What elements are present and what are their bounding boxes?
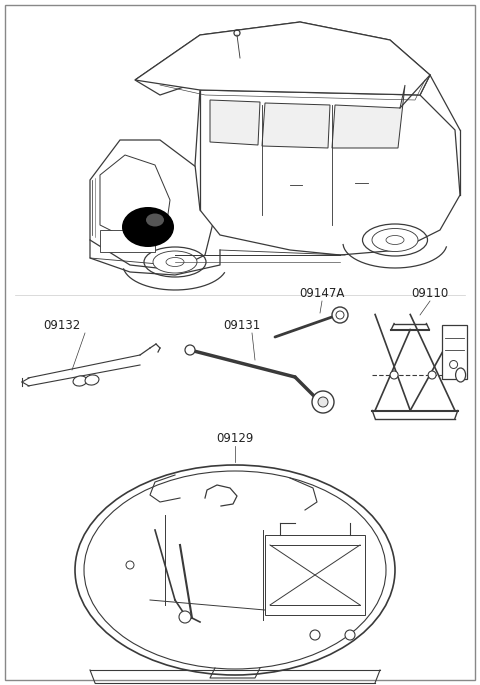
Polygon shape: [100, 155, 170, 240]
Ellipse shape: [153, 251, 197, 273]
FancyBboxPatch shape: [442, 325, 467, 379]
Circle shape: [345, 630, 355, 640]
FancyBboxPatch shape: [100, 230, 155, 252]
Ellipse shape: [75, 465, 395, 675]
Ellipse shape: [73, 376, 87, 386]
Circle shape: [185, 345, 195, 355]
Polygon shape: [262, 103, 330, 148]
Polygon shape: [135, 22, 430, 95]
Circle shape: [310, 630, 320, 640]
Text: 09110: 09110: [411, 287, 449, 300]
Polygon shape: [195, 90, 460, 255]
Circle shape: [428, 371, 436, 379]
Polygon shape: [90, 140, 215, 270]
Text: 09129: 09129: [216, 432, 254, 445]
Ellipse shape: [312, 391, 334, 413]
Ellipse shape: [318, 397, 328, 407]
Circle shape: [450, 360, 457, 369]
Text: 09131: 09131: [223, 319, 261, 332]
Polygon shape: [135, 22, 430, 95]
Ellipse shape: [146, 214, 164, 227]
Circle shape: [179, 611, 191, 623]
Polygon shape: [332, 85, 405, 148]
Ellipse shape: [456, 368, 466, 382]
Text: 09147A: 09147A: [300, 287, 345, 300]
Ellipse shape: [372, 229, 418, 251]
Circle shape: [390, 371, 398, 379]
Text: 09132: 09132: [43, 319, 81, 332]
Ellipse shape: [85, 375, 99, 385]
Polygon shape: [210, 100, 260, 145]
Ellipse shape: [122, 207, 174, 247]
Circle shape: [332, 307, 348, 323]
Polygon shape: [265, 535, 365, 615]
